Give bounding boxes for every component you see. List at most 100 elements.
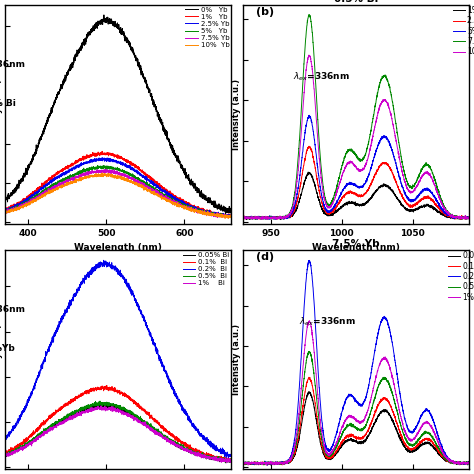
10% [240,215,246,221]
2.5% Yb [232,214,238,220]
10%  Yb [100,170,105,176]
0.05% [240,460,246,466]
0%   Yb [2,197,8,202]
0.05% Bi [14,448,19,454]
10%  Yb [14,208,19,213]
5% [466,215,472,221]
1%    Bi [114,409,120,414]
0.1% [344,433,350,438]
10% [466,214,472,220]
0.2% [344,395,350,401]
2.5% Yb [108,157,114,163]
Line: 0.2%  Bi: 0.2% Bi [5,260,235,460]
1%    Bi [2,452,8,458]
2.5% Yb [183,201,189,207]
0.5% [306,348,312,354]
7.5% Yb [14,206,19,212]
7.5% [456,217,462,222]
2.5% Yb [2,209,8,214]
7.5% [350,148,356,154]
0%   Yb [114,25,120,30]
0.1% [419,438,424,444]
2.5% [458,217,464,222]
1%   Yb [226,213,231,219]
1% [350,415,356,421]
5% [251,215,257,220]
Line: 0.1%  Bi: 0.1% Bi [5,385,235,462]
0%   Yb [226,209,231,214]
1%    Bi [232,459,238,465]
X-axis label: Wavelength (nm): Wavelength (nm) [74,243,162,252]
1%    Bi [224,460,229,466]
0.2%  Bi [108,263,114,268]
5% [267,217,273,222]
0%   Yb [232,209,238,215]
2.5% [344,191,350,197]
Line: 10%  Yb: 10% Yb [5,173,235,219]
5%   Yb [226,213,231,219]
0.5%  Bi [2,451,8,456]
2.5% [350,190,356,195]
2.5% Yb [114,158,120,164]
1% [305,169,311,175]
1% [240,461,246,467]
Title: 0.5% Bi: 0.5% Bi [334,0,378,4]
X-axis label: Wavelength (nm): Wavelength (nm) [312,243,400,252]
0.1% [466,459,472,465]
0.2% [466,462,472,467]
1% [466,460,472,466]
1% [460,461,466,466]
0%   Yb [108,18,114,24]
1%   Yb [114,155,120,161]
0.5%  Bi [232,459,238,465]
Y-axis label: Intensity (a.u.): Intensity (a.u.) [0,324,3,395]
2.5% [460,215,465,220]
Text: (b): (b) [256,7,274,17]
1%   Yb [183,201,189,207]
0.2%  Bi [232,452,238,458]
Line: 0.1%: 0.1% [243,377,469,465]
1% [240,214,246,219]
7.5% [466,214,472,220]
Line: 10%: 10% [243,55,469,219]
0.1% [460,461,466,467]
Line: 7.5% Yb: 7.5% Yb [5,169,235,219]
0.1%  Bi [114,388,120,394]
0.5%  Bi [183,446,189,452]
0.1%  Bi [226,457,231,463]
5%   Yb [226,215,231,220]
0.1%  Bi [183,441,189,447]
1%   Yb [230,215,236,221]
10% [350,161,356,166]
1% [419,204,424,210]
0.05% Bi [114,404,120,410]
0.2%  Bi [2,437,8,442]
2.5% Yb [226,213,231,219]
7.5% Yb [2,210,8,215]
0.5%  Bi [226,457,231,463]
7.5% Yb [114,169,120,174]
7.5% Yb [226,213,231,219]
0.2% [240,461,246,467]
0.1% [251,461,257,467]
0.05% [460,460,466,466]
10% [251,215,257,220]
1%    Bi [98,403,104,409]
1% [251,215,257,221]
Title: 7.5% Yb: 7.5% Yb [332,239,380,249]
Line: 1%: 1% [243,321,469,465]
0.05% [268,462,274,468]
0.5%  Bi [226,458,231,464]
10%  Yb [2,210,8,216]
10% [306,52,311,58]
0.1%  Bi [2,450,8,456]
7.5% Yb [226,214,231,220]
1%   Yb [100,148,105,154]
1%   Yb [232,214,238,219]
0.05% [306,389,311,394]
0.2% [419,412,424,418]
0.2% [350,394,356,400]
Text: $\lambda_{ex}$=336nm: $\lambda_{ex}$=336nm [292,71,349,83]
0.1% [264,462,270,468]
Line: 1%: 1% [243,172,469,219]
